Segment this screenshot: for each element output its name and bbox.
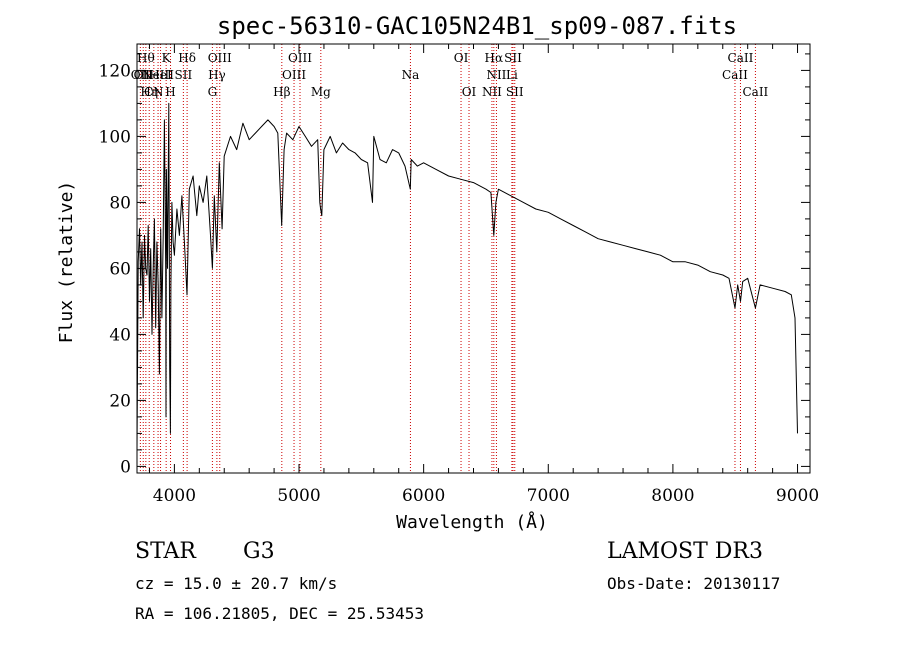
line-label: OII (131, 68, 151, 82)
line-label: OII (134, 68, 154, 82)
line-label: CN (144, 85, 164, 99)
x-axis-ticks: 4000 5000 6000 7000 8000 9000 (148, 44, 819, 506)
emission-line-markers (139, 44, 756, 473)
line-label: OIII (208, 51, 232, 65)
line-label: CaII (722, 68, 748, 82)
line-label: Hθ (137, 51, 155, 65)
line-label: SII (504, 51, 522, 65)
x-tick-label: 7000 (527, 486, 570, 506)
x-tick-label: 6000 (402, 486, 445, 506)
line-label: HeI (149, 68, 172, 82)
x-tick-label: 5000 (277, 486, 320, 506)
line-label: CaII (742, 85, 768, 99)
line-label: Hη (140, 85, 158, 99)
x-tick-label: 9000 (776, 486, 819, 506)
line-label: SII (175, 68, 193, 82)
y-tick-label: 0 (120, 457, 131, 477)
redshift-velocity: cz = 15.0 ± 20.7 km/s (135, 574, 337, 593)
line-label: H (165, 85, 175, 99)
line-label: Hγ (208, 68, 226, 82)
line-label: OIII (288, 51, 312, 65)
observation-date: Obs-Date: 20130117 (607, 574, 780, 593)
line-label: OIII (282, 68, 306, 82)
y-tick-label: 60 (109, 259, 131, 279)
line-label: Hβ (273, 85, 290, 99)
object-class: STAR (135, 539, 197, 564)
sky-coordinates: RA = 106.21805, DEC = 25.53453 (135, 604, 424, 623)
emission-line-labels: OIIOIIHθHηCNNeIIIHeIKHSIIHδGHγOIIIHβOIII… (131, 51, 769, 99)
y-tick-label: 20 (109, 391, 131, 411)
x-tick-label: 8000 (651, 486, 694, 506)
y-tick-label: 100 (99, 127, 131, 147)
x-tick-label: 4000 (153, 486, 196, 506)
line-label: Hδ (178, 51, 196, 65)
line-label: SII (506, 85, 524, 99)
y-tick-label: 40 (109, 325, 131, 345)
y-tick-label: 120 (99, 61, 131, 81)
object-subclass: G3 (243, 539, 275, 564)
line-label: G (208, 85, 218, 99)
line-label: Mg (311, 85, 331, 99)
y-tick-label: 80 (109, 193, 131, 213)
line-label: K (162, 51, 172, 65)
y-axis-title: Flux (relative) (56, 181, 77, 344)
x-axis-title: Wavelength (Å) (396, 511, 548, 533)
chart-title: spec-56310-GAC105N24B1_sp09-087.fits (217, 12, 737, 40)
line-label: CaII (728, 51, 754, 65)
line-label: NII (482, 85, 502, 99)
survey-name: LAMOST DR3 (607, 539, 763, 564)
line-label: OI (454, 51, 469, 65)
spectrum-flux-line (136, 102, 798, 450)
line-label: Na (402, 68, 420, 82)
plot-frame (136, 43, 811, 474)
line-label: NeIII (142, 68, 174, 82)
y-axis-ticks: 0 20 40 60 80 100 120 (99, 53, 810, 477)
line-label: OI (462, 85, 477, 99)
line-label: Li (506, 68, 518, 82)
line-label: Hα (485, 51, 504, 65)
line-label: NII (486, 68, 506, 82)
